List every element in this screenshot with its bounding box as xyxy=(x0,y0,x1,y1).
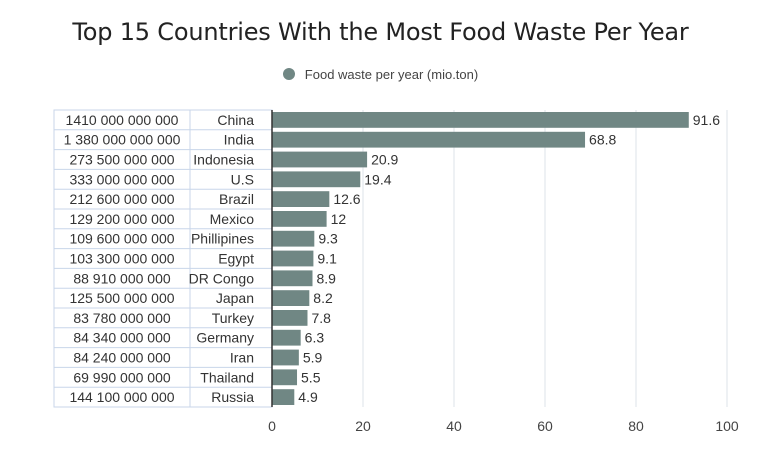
category-label: Iran xyxy=(230,350,254,366)
bar xyxy=(272,290,310,306)
table-cell-value: 333 000 000 000 xyxy=(69,171,174,187)
category-label: Indonesia xyxy=(193,152,254,168)
category-label: Japan xyxy=(216,290,254,306)
category-label: India xyxy=(224,132,255,148)
data-label: 7.8 xyxy=(311,310,331,326)
data-label: 6.3 xyxy=(305,330,325,346)
bar xyxy=(272,369,298,386)
data-label: 4.9 xyxy=(298,389,318,405)
bar xyxy=(272,171,361,188)
table-cell-value: 83 780 000 000 xyxy=(73,310,171,326)
bar xyxy=(272,389,295,405)
table-cell-value: 129 200 000 000 xyxy=(69,211,174,227)
category-label: Egypt xyxy=(218,251,254,267)
bar xyxy=(272,112,689,128)
category-label: Russia xyxy=(211,389,254,405)
legend-swatch xyxy=(282,68,295,80)
x-tick-label: 60 xyxy=(537,418,553,434)
category-label: U.S xyxy=(231,171,254,187)
data-label: 19.4 xyxy=(364,171,391,187)
x-tick-label: 40 xyxy=(446,418,462,434)
bar xyxy=(272,329,301,346)
table-cell-value: 1410 000 000 000 xyxy=(66,112,179,128)
data-label: 8.9 xyxy=(316,270,336,286)
category-label: Turkey xyxy=(212,310,254,326)
bar xyxy=(272,349,299,366)
data-label: 68.8 xyxy=(589,132,616,148)
bar xyxy=(272,310,308,326)
table-cell-value: 144 100 000 000 xyxy=(69,389,174,405)
x-tick-label: 0 xyxy=(268,418,276,434)
category-label: Mexico xyxy=(210,211,255,227)
table-cell-value: 84 240 000 000 xyxy=(73,350,171,366)
table-cell-value: 125 500 000 000 xyxy=(69,290,174,306)
x-tick-label: 20 xyxy=(355,418,371,434)
bar xyxy=(272,151,368,168)
table-cell-value: 1 380 000 000 000 xyxy=(64,132,181,148)
data-label: 20.9 xyxy=(371,152,398,168)
legend: Food waste per year (mio.ton) xyxy=(0,67,761,82)
category-label: Phillipines xyxy=(191,231,254,247)
chart-title: Top 15 Countries With the Most Food Wast… xyxy=(72,18,689,46)
legend-label: Food waste per year (mio.ton) xyxy=(304,67,479,82)
table-cell-value: 84 340 000 000 xyxy=(73,330,171,346)
data-label: 5.9 xyxy=(303,350,323,366)
bar xyxy=(272,131,586,148)
x-tick-label: 100 xyxy=(715,418,739,434)
x-tick-label: 80 xyxy=(628,418,644,434)
data-label: 9.3 xyxy=(318,231,338,247)
table-cell-value: 69 990 000 000 xyxy=(73,369,171,385)
category-label: Germany xyxy=(196,330,254,346)
category-label: Brazil xyxy=(219,191,254,207)
data-label: 12 xyxy=(331,211,347,227)
table-cell-value: 88 910 000 000 xyxy=(73,270,171,286)
data-label: 91.6 xyxy=(693,112,720,128)
data-label: 12.6 xyxy=(333,191,360,207)
table-cell-value: 273 500 000 000 xyxy=(69,152,174,168)
data-label: 9.1 xyxy=(317,251,337,267)
bar xyxy=(272,211,327,227)
category-label: Thailand xyxy=(200,369,254,385)
bar xyxy=(272,230,315,247)
category-label: China xyxy=(217,112,254,128)
bar xyxy=(272,270,313,287)
data-label: 5.5 xyxy=(301,369,321,385)
table-cell-value: 109 600 000 000 xyxy=(69,231,174,247)
data-label: 8.2 xyxy=(313,290,333,306)
category-label: DR Congo xyxy=(189,270,255,286)
bar xyxy=(272,191,330,207)
table-cell-value: 212 600 000 000 xyxy=(69,191,174,207)
table-cell-value: 103 300 000 000 xyxy=(69,251,174,267)
bar xyxy=(272,250,314,267)
